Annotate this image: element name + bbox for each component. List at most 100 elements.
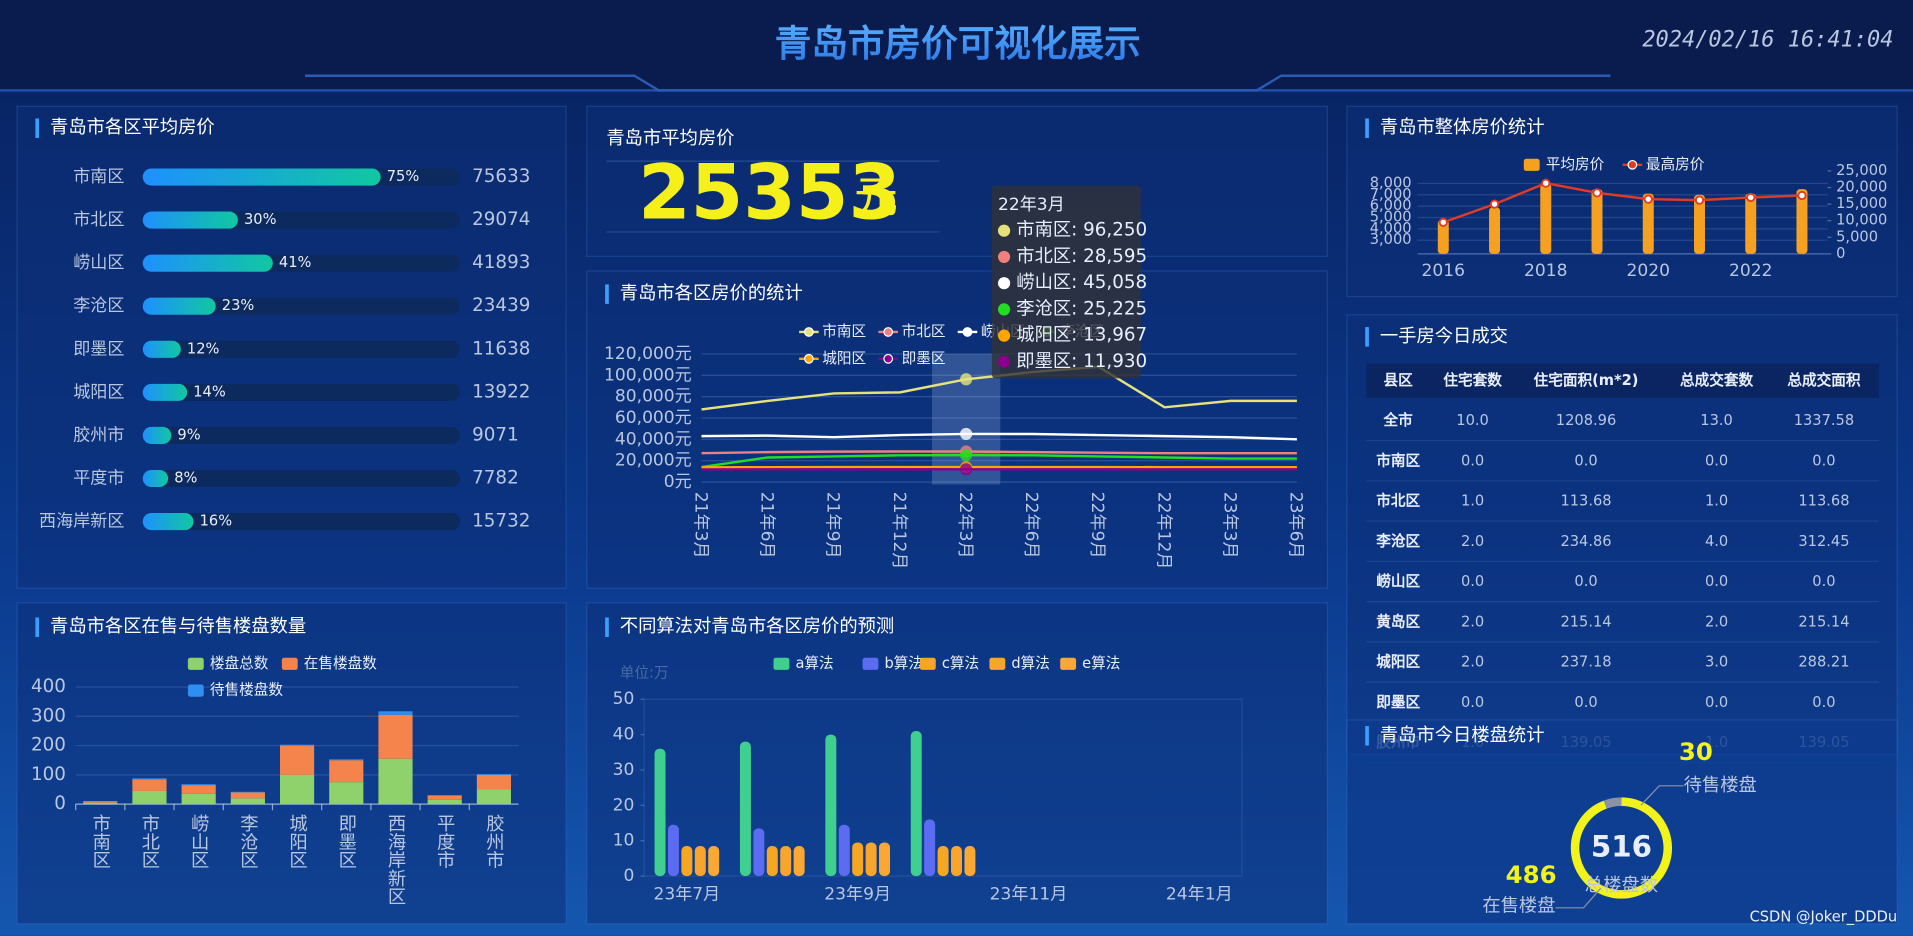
price: 13922: [472, 381, 530, 402]
panel: [586, 270, 1328, 589]
y-tick-label: 10: [613, 831, 635, 851]
point: [1541, 178, 1551, 188]
y-tick-label: 80,000元: [615, 387, 692, 407]
legend-marker: [962, 327, 973, 337]
bar-segment: [181, 793, 216, 805]
x-tick-label: 23年6月: [1286, 492, 1306, 559]
series-line: [701, 450, 1297, 455]
progress-bar: [142, 297, 216, 315]
table-cell: 4.0: [1705, 533, 1728, 550]
bar: [838, 824, 850, 877]
gauge-total: 516: [1591, 830, 1652, 864]
x-tick-label: 市北区: [139, 814, 160, 869]
panel-title: 不同算法对青岛市各区房价的预测: [620, 616, 894, 637]
item-value: 486: [1506, 860, 1557, 889]
bar: [951, 846, 962, 877]
point: [960, 449, 973, 462]
point: [1643, 194, 1653, 204]
legend-marker: [989, 657, 1006, 670]
progress-bar: [142, 513, 194, 531]
y-tick-label: 40,000元: [615, 429, 692, 449]
kpi-unit: 元: [854, 172, 898, 223]
table-cell: 1208.96: [1556, 412, 1616, 429]
price: 75633: [472, 166, 530, 187]
point: [960, 373, 973, 386]
table-cell: 2.0: [1461, 533, 1484, 550]
bar: [1796, 189, 1808, 254]
tooltip-marker: [997, 277, 1011, 290]
point: [1797, 190, 1807, 201]
point: [1489, 199, 1500, 209]
bar: [852, 842, 864, 877]
legend-label: 平均房价: [1546, 156, 1605, 173]
title-marker: [35, 617, 40, 637]
bar: [667, 824, 679, 877]
x-tick-label: 崂山区: [188, 814, 209, 869]
y-tick-label: 200: [31, 735, 66, 756]
table-cell: 黄岛区: [1376, 612, 1420, 630]
page-title: 青岛市房价可视化展示: [775, 22, 1141, 65]
legend-label: 在售楼盘数: [304, 654, 378, 672]
x-tick-label: 23年9月: [824, 884, 891, 904]
table-cell: 113.68: [1560, 493, 1611, 510]
bar-segment: [132, 790, 167, 805]
bar-segment: [476, 789, 511, 805]
legend-marker: [803, 327, 814, 337]
bar-segment: [132, 779, 167, 791]
y-tick-label: 3,000: [1370, 231, 1412, 248]
percent-label: 41%: [279, 254, 312, 271]
x-tick-label: 胶州市: [483, 814, 504, 869]
price: 23439: [472, 295, 530, 316]
x-tick-label: 即墨区: [336, 814, 357, 869]
percent-label: 23%: [222, 297, 255, 314]
y2-tick-label: 10,000: [1836, 212, 1887, 229]
district-name: 胶州市: [73, 425, 124, 445]
legend-label: d算法: [1011, 655, 1050, 672]
x-tick-label: 22年9月: [1087, 492, 1107, 559]
table-cell: 0.0: [1705, 694, 1728, 711]
point: [1592, 188, 1602, 198]
bar-segment: [132, 778, 167, 780]
bar-segment: [378, 711, 413, 715]
bar: [825, 734, 837, 877]
progress-bar: [142, 340, 181, 358]
tooltip-line: 市南区: 96,250: [1016, 220, 1147, 241]
panel: [586, 105, 1328, 257]
x-tick-label: 市南区: [90, 814, 111, 869]
title-marker: [605, 617, 609, 637]
table-cell: 0.0: [1705, 452, 1728, 469]
tooltip-marker: [997, 250, 1011, 264]
x-tick-label: 22年6月: [1021, 492, 1041, 559]
table-cell: 0.0: [1812, 694, 1835, 711]
legend-label: b算法: [885, 655, 924, 672]
panel-title: 青岛市各区平均房价: [50, 117, 215, 138]
district-name: 崂山区: [73, 253, 124, 273]
table-cell: 312.45: [1798, 533, 1849, 550]
percent-label: 30%: [244, 211, 277, 228]
table-cell: 0.0: [1461, 694, 1484, 711]
bar-segment: [279, 744, 315, 746]
table-cell: 1.0: [1705, 493, 1728, 510]
progress-track: [142, 469, 460, 488]
bar-segment: [427, 795, 462, 800]
bar-segment: [279, 774, 315, 805]
table-cell: 城阳区: [1376, 653, 1420, 671]
progress-bar: [142, 254, 273, 272]
title-marker: [1365, 726, 1369, 746]
table-cell: 234.86: [1560, 533, 1611, 550]
progress-bar: [142, 469, 169, 488]
tooltip-line: 市北区: 28,595: [1016, 246, 1147, 267]
legend-label: c算法: [942, 655, 979, 672]
district-name: 市南区: [73, 167, 124, 187]
table-header: 住宅套数: [1443, 371, 1502, 389]
table-cell: 1.0: [1461, 493, 1484, 510]
percent-label: 9%: [177, 426, 200, 443]
price: 11638: [472, 338, 530, 359]
kpi-value: 25353: [638, 148, 901, 236]
percent-label: 12%: [187, 340, 220, 357]
y2-tick-label: 20,000: [1836, 179, 1887, 196]
y-tick-label: 8,000: [1370, 174, 1412, 191]
bar: [924, 819, 936, 877]
y2-tick-label: 0: [1836, 245, 1845, 262]
